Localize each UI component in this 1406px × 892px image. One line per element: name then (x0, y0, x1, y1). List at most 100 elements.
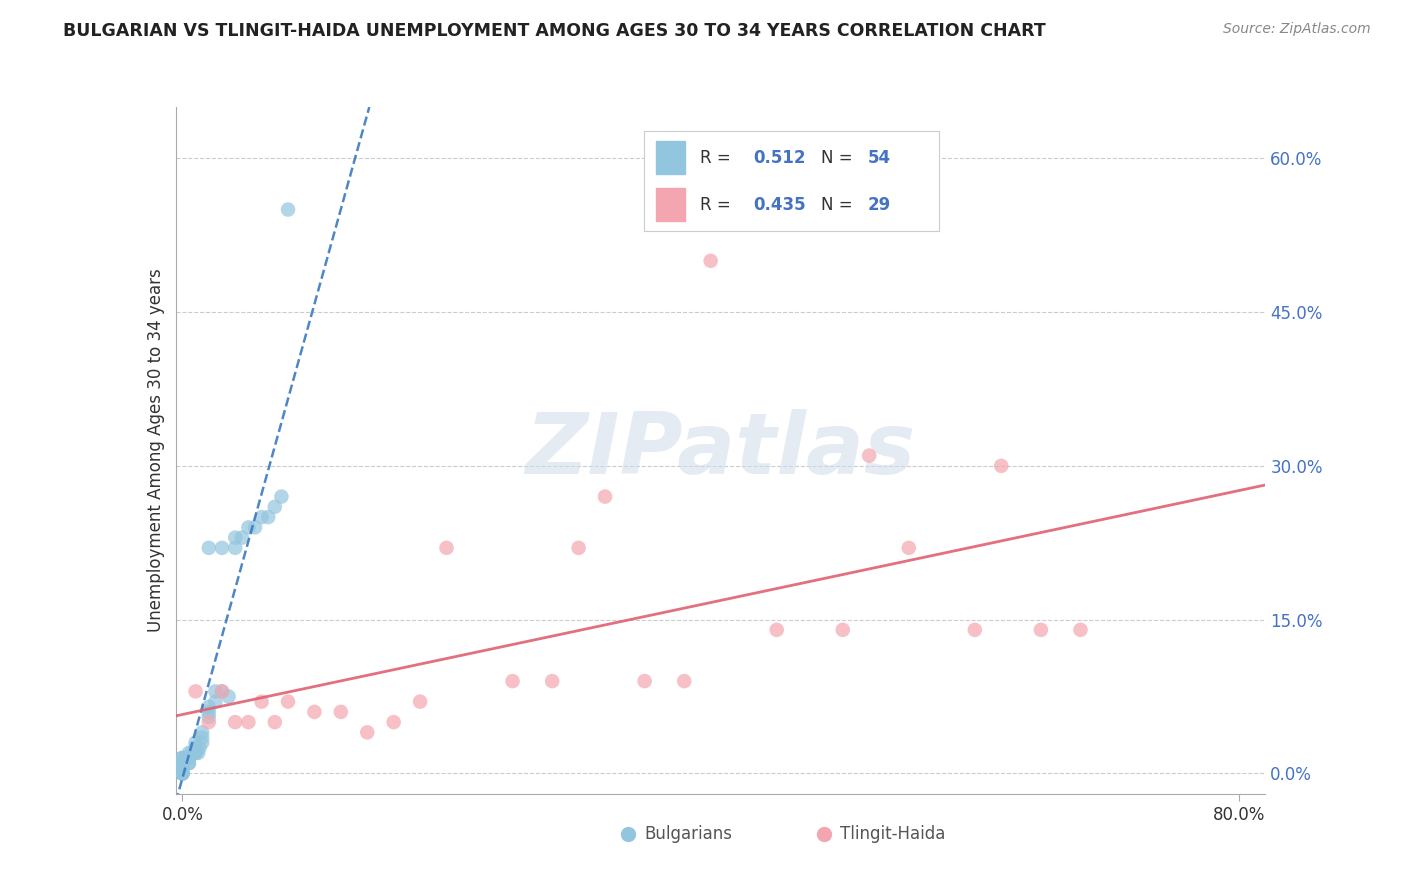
Point (699, 253, 721, 268)
Point (831, 623, 853, 637)
Point (172, 766, 194, 780)
Point (172, 754, 194, 768)
Point (238, 715, 260, 730)
Point (1029, 623, 1052, 637)
Text: ZIPatlas: ZIPatlas (526, 409, 915, 492)
Point (172, 761, 194, 775)
Text: 0.435: 0.435 (754, 195, 806, 214)
Point (263, 715, 285, 730)
Point (243, 520, 266, 534)
Point (231, 531, 253, 545)
Text: Tlingit-Haida: Tlingit-Haida (841, 825, 946, 843)
Point (191, 736, 214, 750)
Point (197, 699, 219, 714)
Point (218, 690, 240, 704)
Point (224, 531, 246, 545)
Bar (657, 141, 686, 174)
Point (382, 715, 405, 730)
Point (541, 674, 564, 689)
Point (568, 541, 591, 555)
Point (257, 510, 280, 524)
Point (187, 746, 209, 760)
Point (277, 202, 299, 217)
Point (172, 766, 194, 780)
Point (184, 736, 207, 750)
Bar (657, 188, 686, 220)
Text: BULGARIAN VS TLINGIT-HAIDA UNEMPLOYMENT AMONG AGES 30 TO 34 YEARS CORRELATION CH: BULGARIAN VS TLINGIT-HAIDA UNEMPLOYMENT … (63, 22, 1046, 40)
Point (304, 705, 326, 719)
Point (897, 541, 920, 555)
Point (172, 761, 194, 775)
Point (191, 725, 214, 739)
Point (197, 710, 219, 724)
Text: R =: R = (700, 195, 737, 214)
Point (184, 746, 207, 760)
Text: R =: R = (700, 149, 737, 167)
Text: 54: 54 (868, 149, 891, 167)
Point (858, 449, 880, 463)
Point (180, 746, 202, 760)
Point (188, 740, 211, 755)
Point (172, 766, 194, 780)
Point (211, 541, 233, 555)
Point (356, 725, 378, 739)
Point (270, 490, 292, 504)
Point (197, 715, 219, 730)
Point (720, 826, 742, 840)
Text: Source: ZipAtlas.com: Source: ZipAtlas.com (1223, 22, 1371, 37)
Point (172, 751, 194, 765)
Point (172, 756, 194, 771)
Point (204, 695, 226, 709)
Point (172, 766, 194, 780)
Point (250, 510, 273, 524)
Point (172, 761, 194, 775)
Point (172, 761, 194, 775)
Point (211, 684, 233, 698)
Point (172, 754, 194, 768)
Point (990, 458, 1012, 473)
Point (238, 520, 260, 534)
Point (436, 541, 458, 555)
Text: 0.512: 0.512 (754, 149, 806, 167)
Point (172, 756, 194, 771)
Point (197, 705, 219, 719)
Point (184, 740, 207, 755)
Point (177, 751, 200, 765)
Point (211, 684, 233, 698)
Point (172, 751, 194, 765)
Point (593, 490, 616, 504)
Point (184, 684, 207, 698)
Point (177, 746, 200, 760)
Point (172, 756, 194, 771)
Point (957, 826, 980, 840)
Point (250, 695, 273, 709)
Point (263, 500, 285, 514)
Point (172, 766, 194, 780)
Point (224, 541, 246, 555)
Point (963, 623, 986, 637)
Point (184, 740, 207, 755)
Point (172, 751, 194, 765)
Point (172, 759, 194, 773)
Point (177, 756, 200, 771)
Text: N =: N = (821, 149, 858, 167)
Point (765, 623, 787, 637)
Text: 29: 29 (868, 195, 891, 214)
Point (1069, 623, 1091, 637)
Y-axis label: Unemployment Among Ages 30 to 34 years: Unemployment Among Ages 30 to 34 years (146, 268, 165, 632)
Point (172, 766, 194, 780)
Text: Bulgarians: Bulgarians (644, 825, 733, 843)
Point (172, 759, 194, 773)
Point (502, 674, 524, 689)
Point (277, 695, 299, 709)
Point (224, 715, 246, 730)
Point (197, 541, 219, 555)
Point (191, 731, 214, 745)
Text: N =: N = (821, 195, 858, 214)
Point (673, 674, 696, 689)
Point (633, 674, 655, 689)
Point (177, 756, 200, 771)
Point (184, 746, 207, 760)
Point (329, 705, 352, 719)
Point (204, 684, 226, 698)
